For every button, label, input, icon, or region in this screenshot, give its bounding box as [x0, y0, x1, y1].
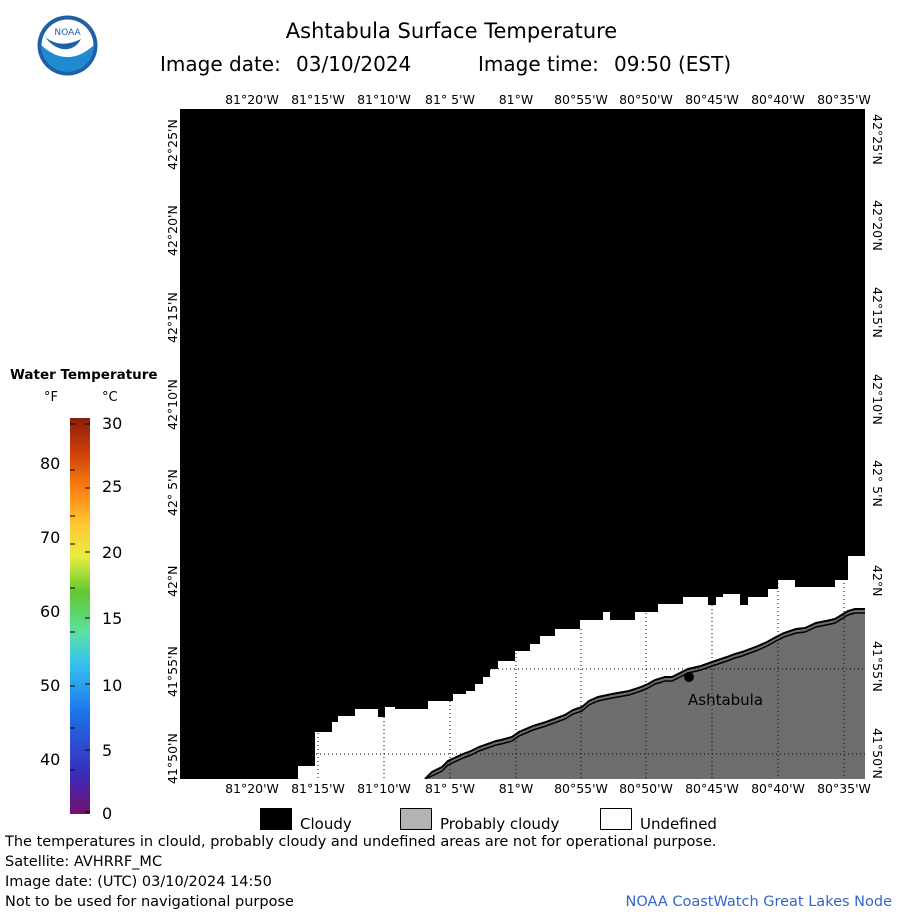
utc-date-text: Image date: (UTC) 03/10/2024 14:50: [5, 874, 272, 890]
lat-label-left: 42°10'N: [165, 379, 180, 430]
f-tick: 40: [40, 750, 61, 769]
image-time-label: Image time:: [478, 52, 599, 76]
noaa-logo-icon: NOAA: [37, 15, 98, 76]
image-time-value: 09:50 (EST): [614, 52, 732, 76]
unit-celsius: °C: [102, 390, 118, 405]
color-ramp: [70, 418, 90, 814]
c-tick: 5: [102, 741, 113, 760]
satellite-text: Satellite: AVHRRF_MC: [5, 854, 163, 870]
lat-label-right: 42°20'N: [870, 200, 885, 251]
lon-label-top: 81°W: [498, 92, 534, 107]
lat-label-right: 41°55'N: [870, 641, 885, 692]
image-date-label: Image date:: [160, 52, 281, 76]
f-tick: 70: [40, 528, 61, 547]
surface-temperature-map: [180, 109, 865, 779]
lon-label-top: 81° 5'W: [425, 92, 475, 107]
city-label: Ashtabula: [688, 691, 764, 709]
f-tick: 80: [40, 454, 61, 473]
lon-label-bottom: 80°35'W: [817, 781, 871, 796]
page-title: Ashtabula Surface Temperature: [285, 19, 618, 43]
lon-label-top: 80°35'W: [817, 92, 871, 107]
scale-ticks: [70, 423, 90, 813]
lat-label-left: 42°20'N: [165, 205, 180, 256]
lat-label-left: 41°50'N: [165, 733, 180, 784]
f-tick: 50: [40, 676, 61, 695]
map-grid: [300, 559, 865, 779]
unit-fahrenheit: °F: [44, 390, 58, 405]
c-tick: 30: [102, 414, 123, 433]
c-tick: 20: [102, 543, 123, 562]
legend-title: Water Temperature: [10, 367, 158, 383]
cloudy-swatch: [260, 808, 292, 830]
lat-label-right: 42°25'N: [870, 114, 885, 165]
lon-label-top: 80°45'W: [685, 92, 739, 107]
lon-label-top: 81°15'W: [291, 92, 345, 107]
lon-label-top: 80°40'W: [751, 92, 805, 107]
lon-label-bottom: 80°45'W: [685, 781, 739, 796]
c-tick: 10: [102, 676, 123, 695]
nav-warning-text: Not to be used for navigational purpose: [5, 894, 294, 910]
c-tick: 15: [102, 609, 123, 628]
lon-label-top: 80°50'W: [619, 92, 673, 107]
c-tick: 25: [102, 477, 123, 496]
lon-label-bottom: 81°W: [498, 781, 534, 796]
lat-label-left: 42°N: [165, 565, 180, 597]
lon-label-bottom: 80°40'W: [751, 781, 805, 796]
lon-label-bottom: 81°10'W: [357, 781, 411, 796]
ashtabula-city-marker: [684, 672, 694, 682]
image-date-value: 03/10/2024: [296, 52, 412, 76]
lat-label-right: 42°N: [870, 565, 885, 597]
probably-cloudy-label: Probably cloudy: [440, 815, 560, 833]
credit-text: NOAA CoastWatch Great Lakes Node: [625, 894, 892, 910]
temperature-color-scale: [70, 418, 90, 814]
lat-label-right: 41°50'N: [870, 728, 885, 779]
lon-label-bottom: 81°20'W: [225, 781, 279, 796]
lon-label-top: 81°20'W: [225, 92, 279, 107]
shoreline: [424, 608, 865, 779]
lat-label-left: 42° 5'N: [165, 469, 180, 516]
lon-label-bottom: 81° 5'W: [425, 781, 475, 796]
undefined-swatch: [600, 808, 632, 830]
probably-cloudy-swatch: [400, 808, 432, 830]
lat-label-right: 42° 5'N: [870, 460, 885, 507]
lon-label-top: 81°10'W: [357, 92, 411, 107]
f-tick: 60: [40, 602, 61, 621]
undefined-label: Undefined: [640, 815, 717, 833]
lat-label-right: 42°10'N: [870, 374, 885, 425]
lon-label-bottom: 80°50'W: [619, 781, 673, 796]
lon-label-bottom: 80°55'W: [554, 781, 608, 796]
logo-text: NOAA: [54, 28, 81, 38]
lat-label-left: 42°25'N: [165, 119, 180, 170]
shoreline-inner: [424, 612, 865, 779]
lon-label-bottom: 81°15'W: [291, 781, 345, 796]
lon-label-top: 80°55'W: [554, 92, 608, 107]
lat-label-right: 42°15'N: [870, 287, 885, 338]
cloudy-label: Cloudy: [300, 815, 352, 833]
disclaimer-text: The temperatures in clould, probably clo…: [5, 834, 717, 850]
c-tick: 0: [102, 804, 113, 823]
lat-label-left: 41°55'N: [165, 646, 180, 697]
lat-label-left: 42°15'N: [165, 292, 180, 343]
